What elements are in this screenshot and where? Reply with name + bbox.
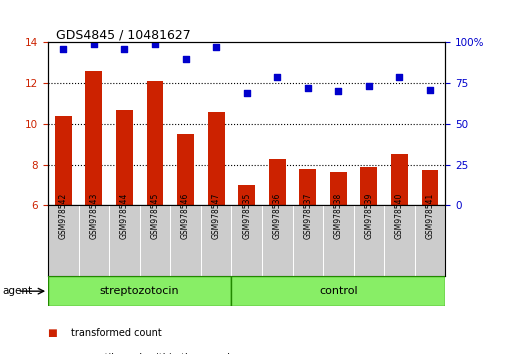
Text: GSM978535: GSM978535	[242, 193, 250, 239]
Point	[334, 88, 342, 94]
Text: ■: ■	[48, 353, 61, 354]
Text: GDS4845 / 10481627: GDS4845 / 10481627	[56, 28, 190, 41]
Text: percentile rank within the sample: percentile rank within the sample	[71, 353, 235, 354]
Text: GSM978545: GSM978545	[150, 193, 159, 239]
Bar	[299, 169, 316, 205]
Text: GSM978544: GSM978544	[120, 193, 129, 239]
Text: GSM978546: GSM978546	[181, 193, 190, 239]
Bar	[116, 110, 133, 205]
Bar	[421, 170, 437, 205]
Text: GSM978547: GSM978547	[211, 193, 220, 239]
Bar	[48, 276, 231, 306]
Text: control: control	[318, 286, 357, 296]
Point	[181, 56, 189, 62]
Text: GSM978538: GSM978538	[333, 193, 342, 239]
Point	[150, 41, 159, 47]
Bar	[208, 112, 224, 205]
Point	[425, 87, 433, 92]
Point	[364, 84, 372, 89]
Bar	[231, 276, 444, 306]
Point	[242, 90, 250, 96]
Text: streptozotocin: streptozotocin	[99, 286, 179, 296]
Text: agent: agent	[3, 286, 33, 296]
Bar	[360, 167, 377, 205]
Point	[120, 46, 128, 52]
Bar	[146, 81, 163, 205]
Text: GSM978542: GSM978542	[59, 193, 68, 239]
Point	[394, 74, 402, 80]
Bar	[177, 134, 193, 205]
Text: GSM978537: GSM978537	[302, 193, 312, 239]
Text: GSM978541: GSM978541	[425, 193, 434, 239]
Text: GSM978540: GSM978540	[394, 193, 403, 239]
Text: GSM978539: GSM978539	[364, 193, 373, 239]
Bar	[85, 71, 102, 205]
Point	[212, 45, 220, 50]
Text: ■: ■	[48, 328, 61, 338]
Text: GSM978536: GSM978536	[272, 193, 281, 239]
Text: transformed count: transformed count	[71, 328, 161, 338]
Point	[273, 74, 281, 80]
Bar	[238, 185, 255, 205]
Bar	[390, 154, 407, 205]
Point	[303, 85, 311, 91]
Point	[59, 46, 67, 52]
Text: GSM978543: GSM978543	[89, 193, 98, 239]
Bar	[55, 116, 72, 205]
Bar	[329, 172, 346, 205]
Point	[90, 41, 98, 47]
Bar	[268, 159, 285, 205]
